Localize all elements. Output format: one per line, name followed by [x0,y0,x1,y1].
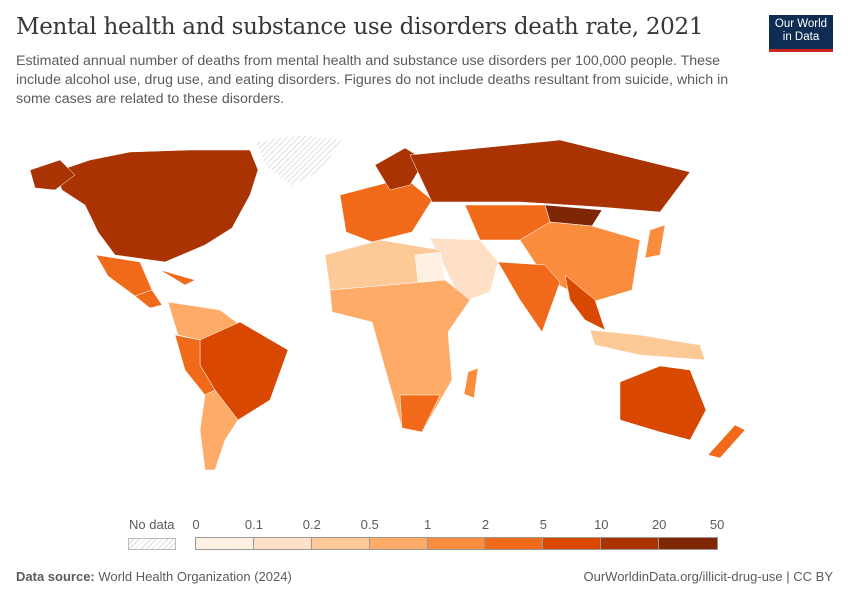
legend-bin-6[interactable] [543,538,602,549]
region-central-america-caribbean[interactable] [134,269,196,309]
region-greenland[interactable] [254,134,343,187]
region-southern-cone[interactable] [199,389,239,471]
region-egypt[interactable] [414,251,446,283]
legend-bin-8[interactable] [659,538,718,549]
legend-bin-0[interactable] [196,538,254,549]
legend-tick: 2 [481,517,490,532]
region-mexico[interactable] [95,254,153,297]
region-australia[interactable] [619,365,707,441]
region-japan[interactable] [644,224,666,259]
legend-bin-3[interactable] [369,538,428,549]
region-new-zealand[interactable] [707,424,746,459]
legend-tick: 0.1 [244,517,263,532]
legend-tick: 10 [594,517,609,532]
no-data-label: No data [129,517,175,532]
legend-tick: 1 [423,517,432,532]
legend-bin-5[interactable] [485,538,544,549]
legend-tick: 0.5 [360,517,379,532]
legend-tick: 0 [192,517,200,532]
chart-title: Mental health and substance use disorder… [16,14,704,40]
logo-line-1: Our World [774,18,828,30]
chart-subtitle: Estimated annual number of deaths from m… [16,53,729,107]
logo-line-2: in Data [782,31,820,43]
legend-bin-1[interactable] [253,538,312,549]
region-indonesia-philippines[interactable] [589,329,706,361]
region-europe[interactable] [339,177,433,243]
no-data-swatch [128,538,176,550]
source-link[interactable]: OurWorldinData.org/illicit-drug-use | CC… [583,569,834,584]
world-map [29,134,746,471]
data-source: Data source: World Health Organization (… [16,569,292,584]
legend-tick: 0.2 [302,517,321,532]
region-southern-africa[interactable] [399,394,441,433]
region-southeast-asia[interactable] [564,274,606,331]
legend-bins [195,537,719,550]
region-north-america[interactable] [54,149,259,263]
legend-bin-7[interactable] [601,538,660,549]
region-russia[interactable] [409,139,691,213]
legend-bin-4[interactable] [427,538,486,549]
source-label: Data source: [16,569,95,584]
region-alaska[interactable] [29,159,76,191]
color-legend: No data 0 0.1 0.2 0.5 1 2 5 10 20 50 [120,515,740,555]
source-text: World Health Organization (2024) [98,569,292,584]
legend-tick: 20 [651,517,667,532]
region-india[interactable] [497,261,561,333]
legend-bin-2[interactable] [311,538,370,549]
region-sub-saharan-africa[interactable] [329,279,471,433]
region-madagascar[interactable] [463,367,479,399]
legend-tick: 5 [539,517,548,532]
legend-tick: 50 [709,517,725,532]
owid-logo[interactable]: Our World in Data [769,15,833,52]
